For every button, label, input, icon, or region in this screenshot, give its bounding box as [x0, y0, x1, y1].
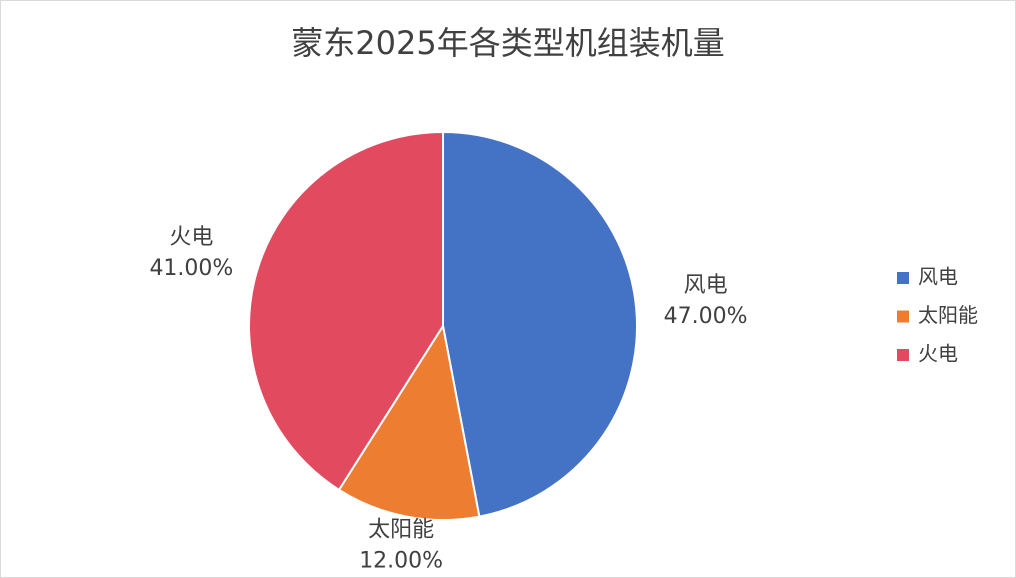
pie-slice — [337, 323, 481, 521]
data-label-value: 47.00% — [664, 304, 748, 329]
pie-slice — [248, 130, 444, 492]
data-label-category: 风电 — [684, 273, 728, 298]
legend-label: 风电 — [918, 265, 958, 289]
legend-swatch — [897, 310, 909, 323]
legend-label: 火电 — [918, 342, 958, 366]
chart-title: 蒙东2025年各类型机组装机量 — [291, 24, 724, 62]
pie-slice — [442, 130, 638, 518]
legend-label: 太阳能 — [918, 303, 978, 327]
legend-swatch — [897, 349, 909, 361]
data-label-category: 火电 — [169, 225, 213, 250]
data-label-value: 12.00% — [359, 548, 443, 573]
data-label-category: 太阳能 — [368, 517, 434, 542]
legend-swatch — [897, 272, 909, 284]
data-label-value: 41.00% — [149, 256, 233, 281]
